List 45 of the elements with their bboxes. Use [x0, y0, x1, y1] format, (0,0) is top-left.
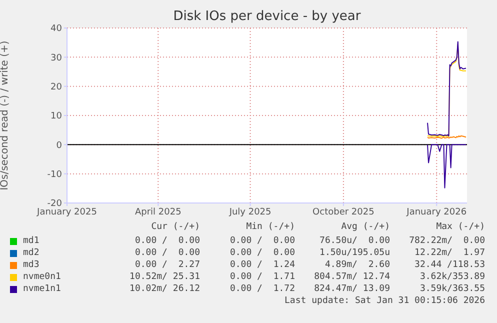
text: 10.02m/ 26.12	[128, 284, 200, 294]
y-tick-label: 0	[56, 140, 62, 151]
legend-label: nvme1n1	[22, 284, 62, 294]
y-tick-label: 30	[50, 53, 62, 64]
text: 0.00 / 1.24	[228, 260, 295, 270]
x-tick-label: October 2025	[312, 207, 374, 218]
x-tick-label: April 2025	[134, 207, 182, 218]
legend-label: nvme0n1	[22, 272, 62, 282]
legend-label: md1	[22, 236, 40, 246]
y-tick-label: -20	[47, 199, 62, 210]
text: 76.50u/ 0.00	[318, 236, 390, 246]
text: 1.50u/195.05u	[318, 248, 390, 258]
y-tick-label: 40	[50, 24, 62, 34]
text: 0.00 / 0.00	[228, 248, 295, 258]
text: 0.00 / 1.71	[228, 272, 295, 282]
x-tick-label: January 2026	[406, 207, 467, 218]
legend-label: md3	[22, 260, 40, 270]
text: 0.00 / 0.00	[228, 236, 295, 246]
legend-label: md2	[22, 248, 40, 258]
text: 3.59k/363.55	[418, 284, 485, 294]
text: Cur (-/+)	[150, 222, 200, 234]
text: 0.00 / 1.72	[228, 284, 295, 294]
text: 804.57m/ 12.74	[313, 272, 390, 282]
y-tick-label: 20	[50, 82, 62, 93]
line-series	[427, 144, 466, 188]
text: Max (-/+)	[435, 222, 485, 234]
text: 0.00 / 2.27	[134, 260, 200, 270]
text: 12.22m/ 1.97	[414, 248, 485, 258]
y-axis-title: IOs/second read (-) / write (+)	[0, 40, 11, 190]
text: 0.00 / 0.00	[134, 236, 200, 246]
text: 3.62k/353.89	[418, 272, 485, 282]
text: 782.22m/ 0.00	[408, 236, 485, 246]
text: 4.89m/ 2.60	[324, 260, 390, 270]
x-tick-label: July 2025	[228, 207, 272, 218]
text: 32.44 /118.53	[414, 260, 485, 270]
text: Last update: Sat Jan 31 00:15:06 2026	[284, 296, 485, 306]
y-tick-label: 10	[50, 112, 62, 122]
text: 824.47m/ 13.09	[313, 284, 390, 294]
text: Avg (-/+)	[340, 222, 390, 234]
text: 10.52m/ 25.31	[128, 272, 200, 282]
y-tick-label: -10	[47, 170, 62, 180]
text: 0.00 / 0.00	[134, 248, 200, 258]
chart-title: Disk IOs per device - by year	[172, 9, 362, 24]
x-tick-label: January 2025	[36, 207, 97, 218]
text: Min (-/+)	[245, 222, 295, 234]
